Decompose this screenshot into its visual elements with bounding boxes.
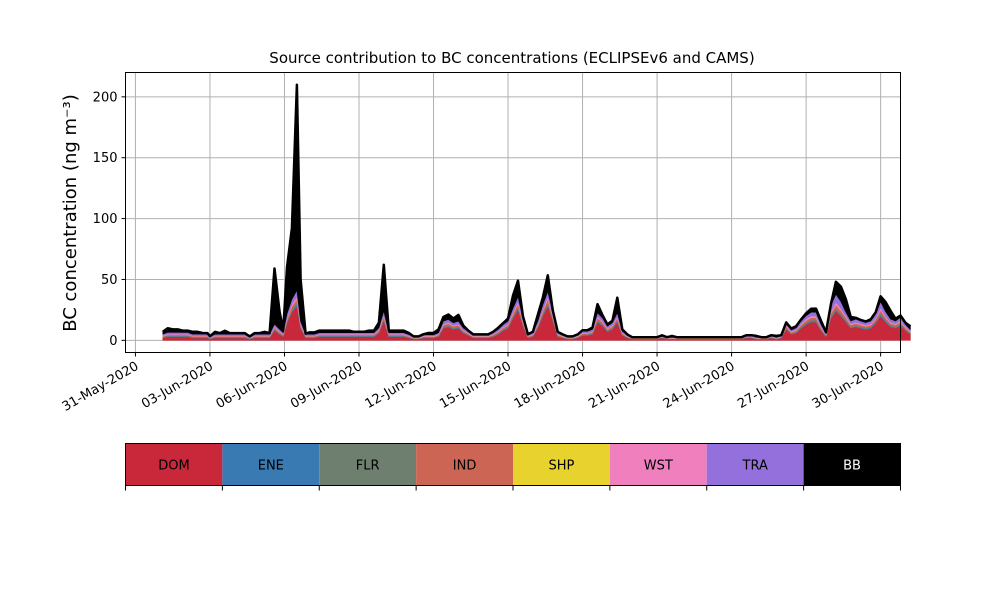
x-tick-label: 03-Jun-2020: [139, 359, 216, 412]
legend-swatch-flr: [319, 443, 417, 486]
area-bb: [162, 84, 911, 338]
legend: DOM ENE FLR IND SHP WST TRA BB: [125, 443, 901, 491]
chart-title: Source contribution to BC concentrations…: [269, 49, 754, 67]
y-tick-label: 150: [93, 151, 118, 166]
x-tick-label: 06-Jun-2020: [214, 359, 291, 412]
legend-swatch-tra: [706, 443, 804, 486]
legend-label: ENE: [258, 459, 284, 474]
legend-swatch-wst: [609, 443, 707, 486]
x-tick-label: 15-Jun-2020: [437, 359, 514, 412]
legend-label: WST: [644, 459, 673, 474]
legend-label: BB: [843, 459, 861, 474]
legend-swatch-ene: [222, 443, 320, 486]
y-tick-label: 50: [101, 273, 118, 288]
x-tick-label: 18-Jun-2020: [512, 359, 589, 412]
x-tick-label: 27-Jun-2020: [735, 359, 812, 412]
legend-swatch-bb: [803, 443, 901, 486]
x-tick-label: 21-Jun-2020: [586, 359, 663, 412]
legend-label: DOM: [158, 459, 189, 474]
x-tick-label: 30-Jun-2020: [810, 359, 887, 412]
legend-label: IND: [453, 459, 477, 474]
legend-swatch-dom: [125, 443, 223, 486]
legend-label: FLR: [356, 459, 380, 474]
y-tick-label: 200: [93, 90, 118, 105]
x-axis: 31-May-202003-Jun-202006-Jun-202009-Jun-…: [60, 352, 887, 415]
y-tick-label: 100: [93, 212, 118, 227]
plot-frame: [125, 72, 901, 353]
total-line: [162, 83, 912, 339]
y-axis: 0 50 100 150 200: [93, 90, 126, 349]
y-tick-label: 0: [109, 334, 117, 349]
x-tick-label: 31-May-2020: [60, 359, 142, 415]
y-axis-label: BC concentration (ng m⁻³): [60, 94, 81, 332]
legend-swatch-ind: [416, 443, 513, 486]
legend-label: SHP: [549, 459, 575, 474]
legend-swatch-shp: [513, 443, 610, 486]
x-tick-label: 24-Jun-2020: [661, 359, 738, 412]
x-tick-label: 12-Jun-2020: [363, 359, 440, 412]
x-tick-label: 09-Jun-2020: [288, 359, 365, 412]
grid: [125, 72, 901, 353]
stacked-areas: [162, 83, 912, 341]
legend-label: TRA: [742, 459, 768, 474]
